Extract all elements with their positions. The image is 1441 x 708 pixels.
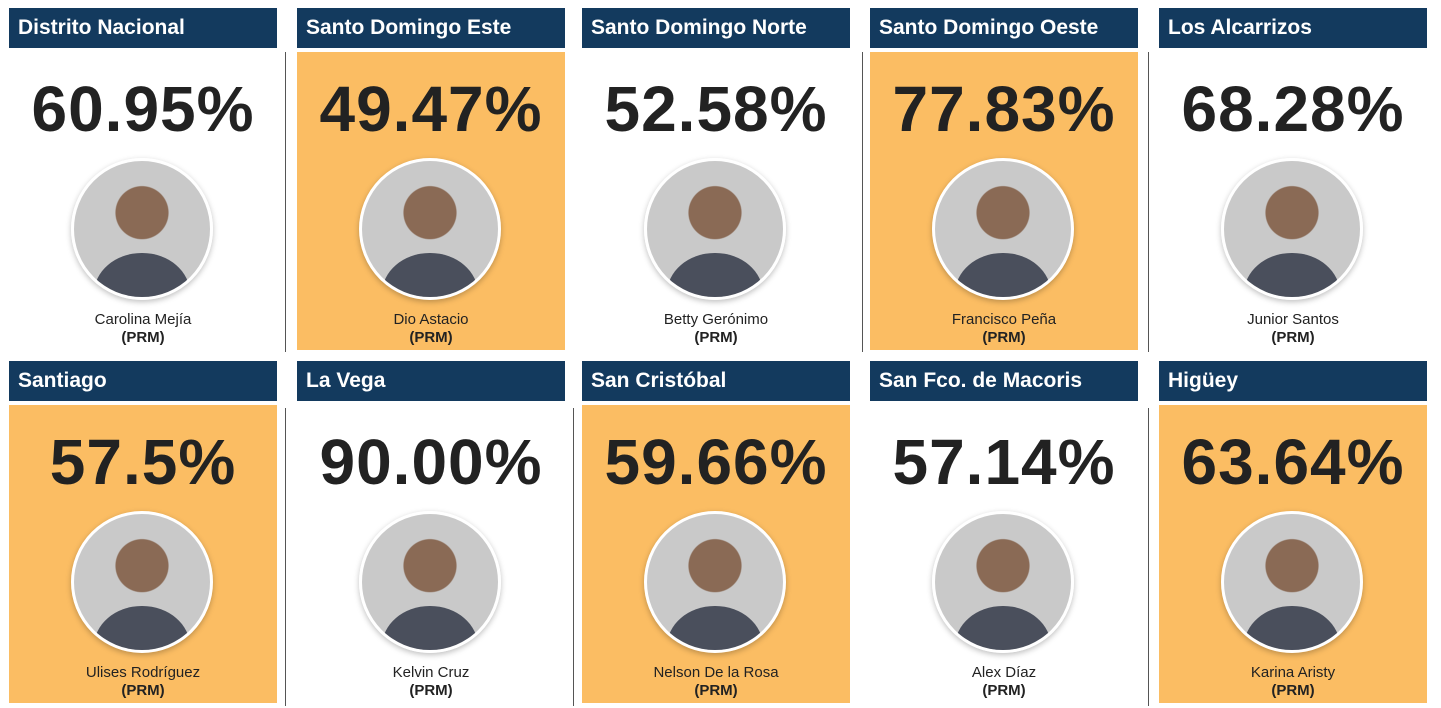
candidate-card: La Vega 90.00% Kelvin Cruz(PRM) (297, 361, 565, 706)
region-header: Los Alcarrizos (1159, 8, 1427, 48)
party-label: (PRM) (297, 682, 565, 699)
vote-percent: 57.14% (870, 425, 1138, 499)
vote-percent: 52.58% (582, 72, 850, 146)
candidate-photo (644, 511, 786, 653)
candidate-photo (359, 511, 501, 653)
candidate-photo (1221, 511, 1363, 653)
card-body: 49.47% Dio Astacio(PRM) (297, 52, 565, 350)
card-body: 57.14% Alex Díaz(PRM) (870, 405, 1138, 703)
candidate-name: Alex Díaz (870, 664, 1138, 681)
vote-percent: 90.00% (297, 425, 565, 499)
party-label: (PRM) (1159, 329, 1427, 346)
card-body: 59.66% Nelson De la Rosa(PRM) (582, 405, 850, 703)
candidate-card: Santo Domingo Este 49.47% Dio Astacio(PRM) (297, 8, 565, 353)
candidate-name: Betty Gerónimo (582, 311, 850, 328)
candidate-name: Junior Santos (1159, 311, 1427, 328)
infographic: Distrito Nacional60.95%Carolina Mejía(PR… (0, 0, 1441, 708)
region-header: Santo Domingo Oeste (870, 8, 1138, 48)
card-body: 63.64% Karina Aristy(PRM) (1159, 405, 1427, 703)
vote-percent: 63.64% (1159, 425, 1427, 499)
candidate-photo (359, 158, 501, 300)
candidate-card: Distrito Nacional 60.95% Carolina Mejía(PR… (9, 8, 277, 353)
card-body: 57.5% Ulises Rodríguez(PRM) (9, 405, 277, 703)
candidate-card: Santo Domingo Norte 52.58% Betty Gerónimo(… (582, 8, 850, 353)
candidate-name: Francisco Peña (870, 311, 1138, 328)
card-body: 52.58% Betty Gerónimo(PRM) (582, 52, 850, 350)
vote-percent: 57.5% (9, 425, 277, 499)
candidate-name: Karina Aristy (1159, 664, 1427, 681)
region-header: Distrito Nacional (9, 8, 277, 48)
candidate-photo (932, 511, 1074, 653)
card-body: 90.00% Kelvin Cruz(PRM) (297, 405, 565, 703)
region-header: La Vega (297, 361, 565, 401)
party-label: (PRM) (9, 329, 277, 346)
candidate-name: Nelson De la Rosa (582, 664, 850, 681)
candidate-photo (644, 158, 786, 300)
party-label: (PRM) (582, 329, 850, 346)
card-body: 68.28% Junior Santos(PRM) (1159, 52, 1427, 350)
party-label: (PRM) (9, 682, 277, 699)
party-label: (PRM) (582, 682, 850, 699)
candidate-photo (1221, 158, 1363, 300)
divider (1148, 408, 1149, 706)
region-header: San Cristóbal (582, 361, 850, 401)
region-header: Santiago (9, 361, 277, 401)
vote-percent: 49.47% (297, 72, 565, 146)
divider (285, 408, 286, 706)
candidate-card: San Fco. de Macoris 57.14% Alex Díaz(PRM) (870, 361, 1138, 706)
party-label: (PRM) (297, 329, 565, 346)
vote-percent: 59.66% (582, 425, 850, 499)
party-label: (PRM) (870, 682, 1138, 699)
divider (573, 408, 574, 706)
card-body: 60.95% Carolina Mejía(PRM) (9, 52, 277, 350)
divider (862, 52, 863, 352)
candidate-photo (71, 158, 213, 300)
candidate-name: Ulises Rodríguez (9, 664, 277, 681)
divider (285, 52, 286, 352)
candidate-name: Carolina Mejía (9, 311, 277, 328)
candidate-card: San Cristóbal 59.66% Nelson De la Rosa(PRM… (582, 361, 850, 706)
region-header: San Fco. de Macoris (870, 361, 1138, 401)
candidate-name: Dio Astacio (297, 311, 565, 328)
candidate-photo (71, 511, 213, 653)
party-label: (PRM) (870, 329, 1138, 346)
region-header: Santo Domingo Este (297, 8, 565, 48)
party-label: (PRM) (1159, 682, 1427, 699)
candidate-photo (932, 158, 1074, 300)
region-header: Santo Domingo Norte (582, 8, 850, 48)
divider (1148, 52, 1149, 352)
vote-percent: 77.83% (870, 72, 1138, 146)
card-body: 77.83% Francisco Peña(PRM) (870, 52, 1138, 350)
region-header: Higüey (1159, 361, 1427, 401)
vote-percent: 68.28% (1159, 72, 1427, 146)
candidate-card: Santiago 57.5% Ulises Rodríguez(PRM) (9, 361, 277, 706)
vote-percent: 60.95% (9, 72, 277, 146)
candidate-card: Los Alcarrizos 68.28% Junior Santos(PRM) (1159, 8, 1427, 353)
candidate-card: Higüey 63.64% Karina Aristy(PRM) (1159, 361, 1427, 706)
candidate-name: Kelvin Cruz (297, 664, 565, 681)
candidate-card: Santo Domingo Oeste 77.83% Francisco Peña(… (870, 8, 1138, 353)
